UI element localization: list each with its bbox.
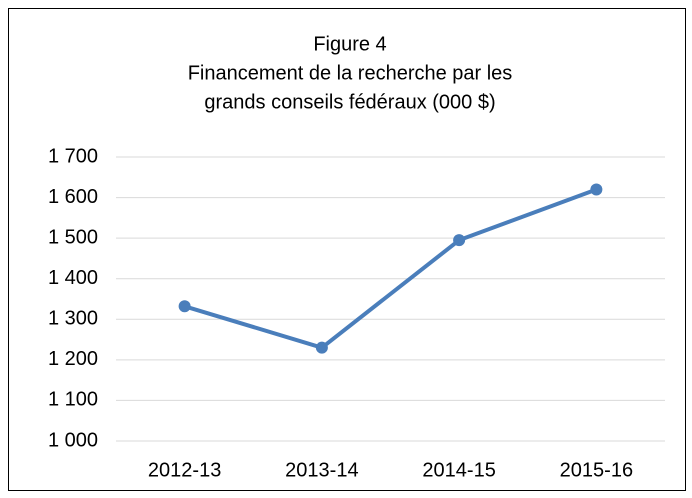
point: [315, 341, 328, 354]
y-tick-label: 1 100: [48, 389, 98, 411]
chart-title: Financement de la recherche par les: [188, 62, 513, 84]
y-tick-label: 1 700: [48, 145, 98, 167]
chart-border: [8, 8, 686, 491]
y-tick-label: 1 600: [48, 186, 98, 208]
y-tick-label: 1 200: [48, 348, 98, 370]
point: [178, 300, 191, 313]
x-tick-label: 2013-14: [285, 459, 358, 481]
y-tick-label: 1 500: [48, 226, 98, 248]
x-tick-label: 2015-16: [560, 459, 633, 481]
chart-title: Figure 4: [313, 33, 386, 55]
chart-title: grands conseils fédéraux (000 $): [204, 91, 495, 113]
point: [453, 234, 466, 247]
x-tick-label: 2012-13: [148, 459, 221, 481]
x-tick-label: 2014-15: [422, 459, 495, 481]
y-tick-label: 1 000: [48, 429, 98, 451]
line: [184, 187, 598, 350]
point: [590, 183, 603, 196]
y-tick-label: 1 300: [48, 308, 98, 330]
y-tick-label: 1 400: [48, 267, 98, 289]
